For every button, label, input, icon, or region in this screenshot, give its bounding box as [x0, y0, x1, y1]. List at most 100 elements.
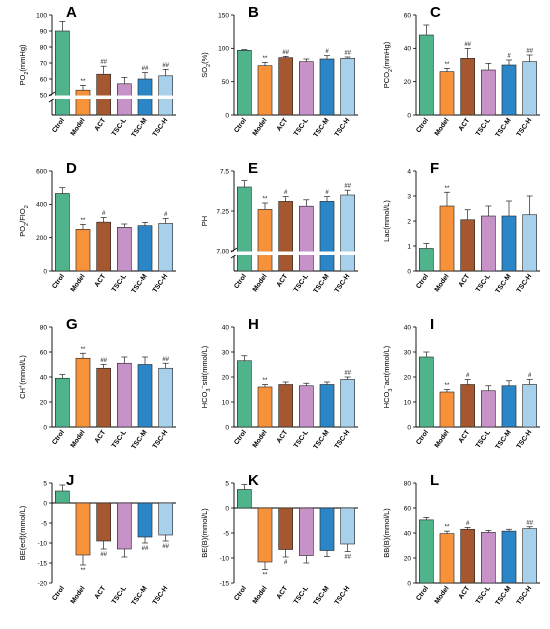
y-axis-label: HCO3−std(mmol/L) [200, 345, 212, 408]
bar-Ctrol [237, 50, 252, 116]
significance-label: ** [445, 383, 450, 389]
chart-panel-H: H 0 10 20 30 40 Ctrol ** Model ACT TSC-L TSC-M ## TSC… [200, 316, 358, 451]
y-tick-label: 20 [404, 79, 412, 86]
bar-Model [75, 229, 91, 272]
y-tick-label: 10 [222, 399, 230, 406]
category-label: TSC-L [293, 273, 310, 293]
bar-Ctrol [419, 248, 434, 272]
y-tick-label: 30 [404, 349, 412, 356]
bar-Model [75, 357, 91, 428]
significance-label: ## [344, 51, 351, 57]
bar-ACT [278, 507, 293, 550]
category-label: Ctrol [233, 117, 248, 134]
y-tick-label: -10 [220, 555, 230, 562]
y-tick-label: 150 [218, 12, 229, 19]
y-tick-label: 200 [36, 235, 47, 242]
bar-TSC-H [340, 194, 355, 272]
chart-panel-B: B 0 50 100 150 Ctrol ** Model ## ACT TSC-L # TSC-M ##… [200, 4, 358, 139]
significance-label: ** [263, 573, 268, 579]
category-label: Ctrol [51, 273, 66, 290]
significance-label: # [325, 49, 329, 55]
significance-label: # [284, 560, 288, 566]
category-label: Model [252, 273, 269, 293]
chart-panel-E: E 7.00 7.25 7.5 Ctrol ** Model # ACT TSC-L # TSC-M #… [200, 160, 359, 295]
chart-panel-I: I 0 10 20 30 40 Ctrol ** Model # ACT TSC-L TSC-M # TSC… [382, 316, 540, 451]
bar-Ctrol [237, 489, 252, 509]
category-label: TSC-M [131, 429, 149, 451]
bar-Ctrol [419, 519, 434, 584]
bar-ACT [96, 221, 111, 272]
significance-label: ** [263, 56, 268, 62]
panel-label: K [248, 472, 259, 489]
bar-TSC-H [158, 502, 173, 536]
significance-label: ## [344, 371, 351, 377]
bar-TSC-H [158, 367, 173, 428]
category-label: TSC-H [516, 585, 534, 606]
y-tick-label: 10 [404, 399, 412, 406]
significance-label: ## [344, 555, 351, 561]
bar-TSC-M [319, 201, 335, 272]
y-tick-label: 7.5 [220, 168, 229, 175]
category-label: TSC-H [516, 273, 534, 294]
category-label: TSC-L [475, 585, 492, 605]
bar-TSC-H [340, 379, 355, 428]
category-label: Ctrol [415, 429, 430, 446]
y-tick-label: 40 [222, 324, 230, 331]
category-label: Ctrol [51, 585, 66, 602]
y-tick-label: 60 [40, 349, 48, 356]
category-label: Model [434, 273, 451, 293]
axis-break-band [53, 95, 177, 99]
y-tick-label: 5 [43, 480, 47, 487]
chart-panel-D: D 0 200 400 600 Ctrol ** Model # ACT TSC-L TSC-M # TS… [18, 160, 176, 295]
significance-label: ## [142, 546, 149, 552]
bar-Model [75, 89, 91, 116]
bar-TSC-M [501, 215, 517, 272]
bar-Ctrol [55, 490, 70, 504]
y-tick-label: 1 [407, 243, 411, 250]
bar-Model [257, 65, 273, 116]
category-label: ACT [276, 116, 290, 132]
category-label: TSC-H [334, 429, 352, 450]
y-tick-label: 80 [40, 324, 48, 331]
y-axis-label: BE(B)(mmol/L) [200, 508, 209, 558]
significance-label: # [325, 190, 329, 196]
category-label: TSC-H [152, 429, 170, 450]
y-tick-label: 60 [404, 12, 412, 19]
chart-panel-F: F 0 1 2 3 4 Ctrol ** Model ACT TSC-L TSC-M TSC-H Lac(… [382, 160, 540, 295]
category-label: ACT [276, 428, 290, 444]
bar-TSC-H [158, 223, 173, 272]
y-tick-label: 0 [43, 424, 47, 431]
category-label: Model [434, 117, 451, 137]
bar-Ctrol [237, 186, 252, 272]
significance-label: ## [162, 63, 169, 69]
y-tick-label: 20 [404, 374, 412, 381]
significance-label: ** [81, 568, 86, 574]
category-label: Ctrol [233, 429, 248, 446]
significance-label: # [507, 54, 511, 60]
category-label: TSC-M [495, 585, 513, 607]
y-tick-label: 0 [407, 580, 411, 587]
bar-ACT [278, 201, 293, 272]
category-label: ACT [276, 272, 290, 288]
category-label: Ctrol [233, 273, 248, 290]
bar-ACT [460, 58, 475, 116]
bar-Model [257, 507, 273, 563]
y-tick-label: 20 [40, 399, 48, 406]
bar-TSC-M [137, 225, 153, 272]
category-label: Model [70, 117, 87, 137]
y-axis-label: PO2/FIO2 [18, 205, 30, 237]
y-tick-label: 60 [404, 505, 412, 512]
y-axis-label: Lac(mmol/L) [382, 200, 391, 242]
y-tick-label: 0 [407, 268, 411, 275]
bar-TSC-L [117, 502, 132, 550]
category-label: TSC-L [475, 273, 492, 293]
bar-ACT [96, 73, 111, 116]
significance-label: # [528, 373, 532, 379]
category-label: ACT [94, 116, 108, 132]
bar-TSC-M [319, 507, 335, 551]
category-label: ACT [458, 428, 472, 444]
significance-label: ** [445, 62, 450, 68]
y-tick-label: 80 [404, 480, 412, 487]
category-label: TSC-M [495, 429, 513, 451]
